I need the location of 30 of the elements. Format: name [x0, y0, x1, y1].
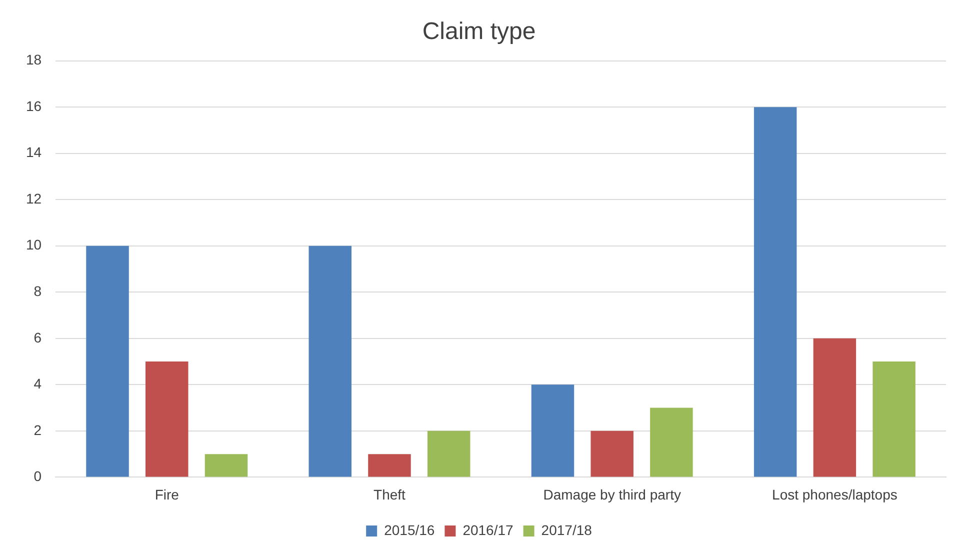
bar — [308, 246, 352, 477]
y-tick-label: 16 — [26, 98, 42, 114]
y-tick-label: 12 — [26, 190, 42, 206]
bar — [872, 362, 916, 477]
bar — [813, 338, 856, 477]
bar — [650, 408, 693, 477]
y-tick-label: 4 — [34, 376, 42, 392]
bar — [86, 246, 129, 477]
bar — [427, 430, 470, 477]
bar — [146, 362, 188, 477]
chart-title: Claim type — [422, 18, 536, 46]
y-tick-label: 0 — [34, 468, 42, 484]
x-tick-label: Lost phones/laptops — [772, 486, 898, 502]
y-tick-label: 8 — [34, 282, 42, 299]
x-tick-label: Fire — [154, 486, 180, 502]
x-tick-label: Damage by third party — [543, 486, 681, 502]
bar — [590, 430, 634, 477]
y-tick-label: 10 — [26, 236, 42, 253]
bar — [204, 454, 248, 477]
bar — [368, 454, 411, 477]
y-tick-label: 2 — [34, 422, 42, 438]
legend-label: 2017/18 — [541, 522, 592, 538]
legend-label: 2015/16 — [384, 522, 435, 538]
x-tick-label: Theft — [374, 486, 406, 502]
bar — [754, 107, 797, 477]
y-tick-label: 6 — [34, 329, 42, 346]
legend-label: 2016/17 — [462, 522, 514, 538]
y-tick-label: 18 — [26, 52, 42, 68]
y-tick-label: 14 — [26, 144, 42, 160]
bar — [531, 384, 574, 477]
